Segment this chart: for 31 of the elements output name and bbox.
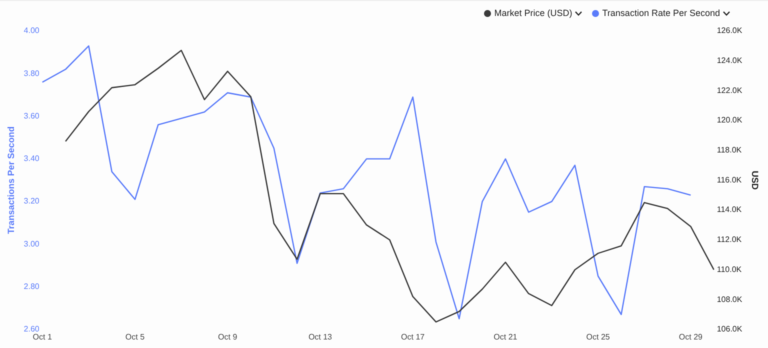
y2-axis-title: USD <box>750 170 760 190</box>
y2-tick-label: 112.0K <box>716 235 742 244</box>
y2-tick-label: 122.0K <box>716 86 743 95</box>
y2-tick-label: 124.0K <box>716 56 743 66</box>
y2-tick-label: 114.0K <box>716 205 742 214</box>
y-tick-label: 3.60 <box>24 111 40 120</box>
x-tick-label: Oct 21 <box>494 332 518 342</box>
legend-label: Transaction Rate Per Second <box>602 8 720 18</box>
y2-tick-label: 110.0K <box>716 264 742 274</box>
x-tick-label: Oct 1 <box>32 332 52 342</box>
x-tick-label: Oct 5 <box>125 332 146 342</box>
y2-tick-label: 108.0K <box>716 294 743 304</box>
y2-tick-label: 118.0K <box>716 146 742 155</box>
y-tick-label: 3.20 <box>24 196 40 206</box>
x-tick-label: Oct 25 <box>586 332 610 342</box>
y-tick-label: 2.60 <box>24 324 40 334</box>
y-axis-title: Transactions Per Second <box>6 126 16 234</box>
y-tick-label: 3.80 <box>24 68 40 78</box>
y2-tick-label: 106.0K <box>716 324 743 334</box>
y-tick-label: 2.80 <box>24 282 40 291</box>
y-tick-label: 3.40 <box>24 154 40 164</box>
x-tick-label: Oct 13 <box>308 332 333 342</box>
legend-label: Market Price (USD) <box>494 8 572 18</box>
y-tick-label: 4.00 <box>24 26 40 36</box>
y-tick-label: 3.00 <box>24 239 40 248</box>
y2-tick-label: 126.0K <box>716 26 743 36</box>
x-tick-label: Oct 9 <box>218 332 238 342</box>
x-tick-label: Oct 17 <box>401 332 426 342</box>
y2-tick-label: 116.0K <box>716 175 742 184</box>
y2-tick-label: 120.0K <box>716 116 743 125</box>
x-tick-label: Oct 29 <box>678 332 704 342</box>
